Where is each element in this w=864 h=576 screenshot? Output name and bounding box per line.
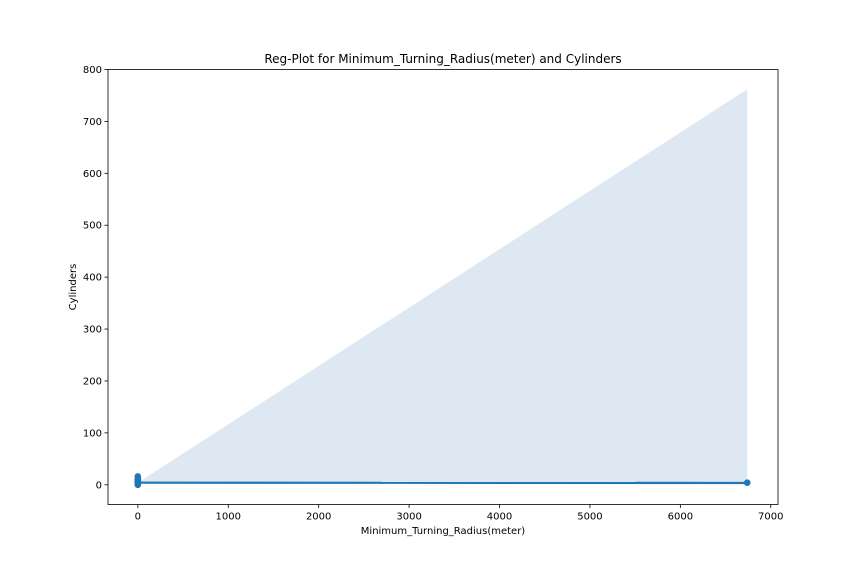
plot-frame xyxy=(107,69,779,505)
x-tick-label: 0 xyxy=(135,512,141,523)
y-tick-label: 800 xyxy=(83,65,102,76)
confidence-band xyxy=(137,89,748,485)
x-tick-label: 3000 xyxy=(396,512,421,523)
chart-title: Reg-Plot for Minimum_Turning_Radius(mete… xyxy=(264,52,621,66)
y-tick-label: 500 xyxy=(83,221,102,232)
data-point xyxy=(743,479,751,486)
y-tick-label: 600 xyxy=(83,169,102,180)
x-tick-label: 1000 xyxy=(216,512,241,523)
y-tick-label: 100 xyxy=(83,428,102,439)
y-tick-label: 0 xyxy=(96,480,102,491)
y-tick-label: 300 xyxy=(83,325,102,336)
confidence-band-layer xyxy=(137,89,748,485)
x-tick-label: 2000 xyxy=(306,512,331,523)
y-axis-ticks: 0 100 200 300 400 500 600 700 800 xyxy=(83,65,108,491)
x-axis-ticks: 0 1000 2000 3000 4000 5000 6000 7000 xyxy=(135,504,783,523)
y-tick-label: 200 xyxy=(83,376,102,387)
x-axis-label: Minimum_Turning_Radius(meter) xyxy=(361,526,526,537)
y-axis-label: Cylinders xyxy=(68,264,79,311)
x-tick-label: 6000 xyxy=(668,512,693,523)
y-tick-label: 700 xyxy=(83,117,102,128)
data-point xyxy=(134,473,142,480)
data-points-layer xyxy=(134,473,751,489)
x-tick-label: 7000 xyxy=(758,512,783,523)
x-tick-label: 4000 xyxy=(487,512,512,523)
x-tick-label: 5000 xyxy=(577,512,602,523)
y-tick-label: 400 xyxy=(83,273,102,284)
